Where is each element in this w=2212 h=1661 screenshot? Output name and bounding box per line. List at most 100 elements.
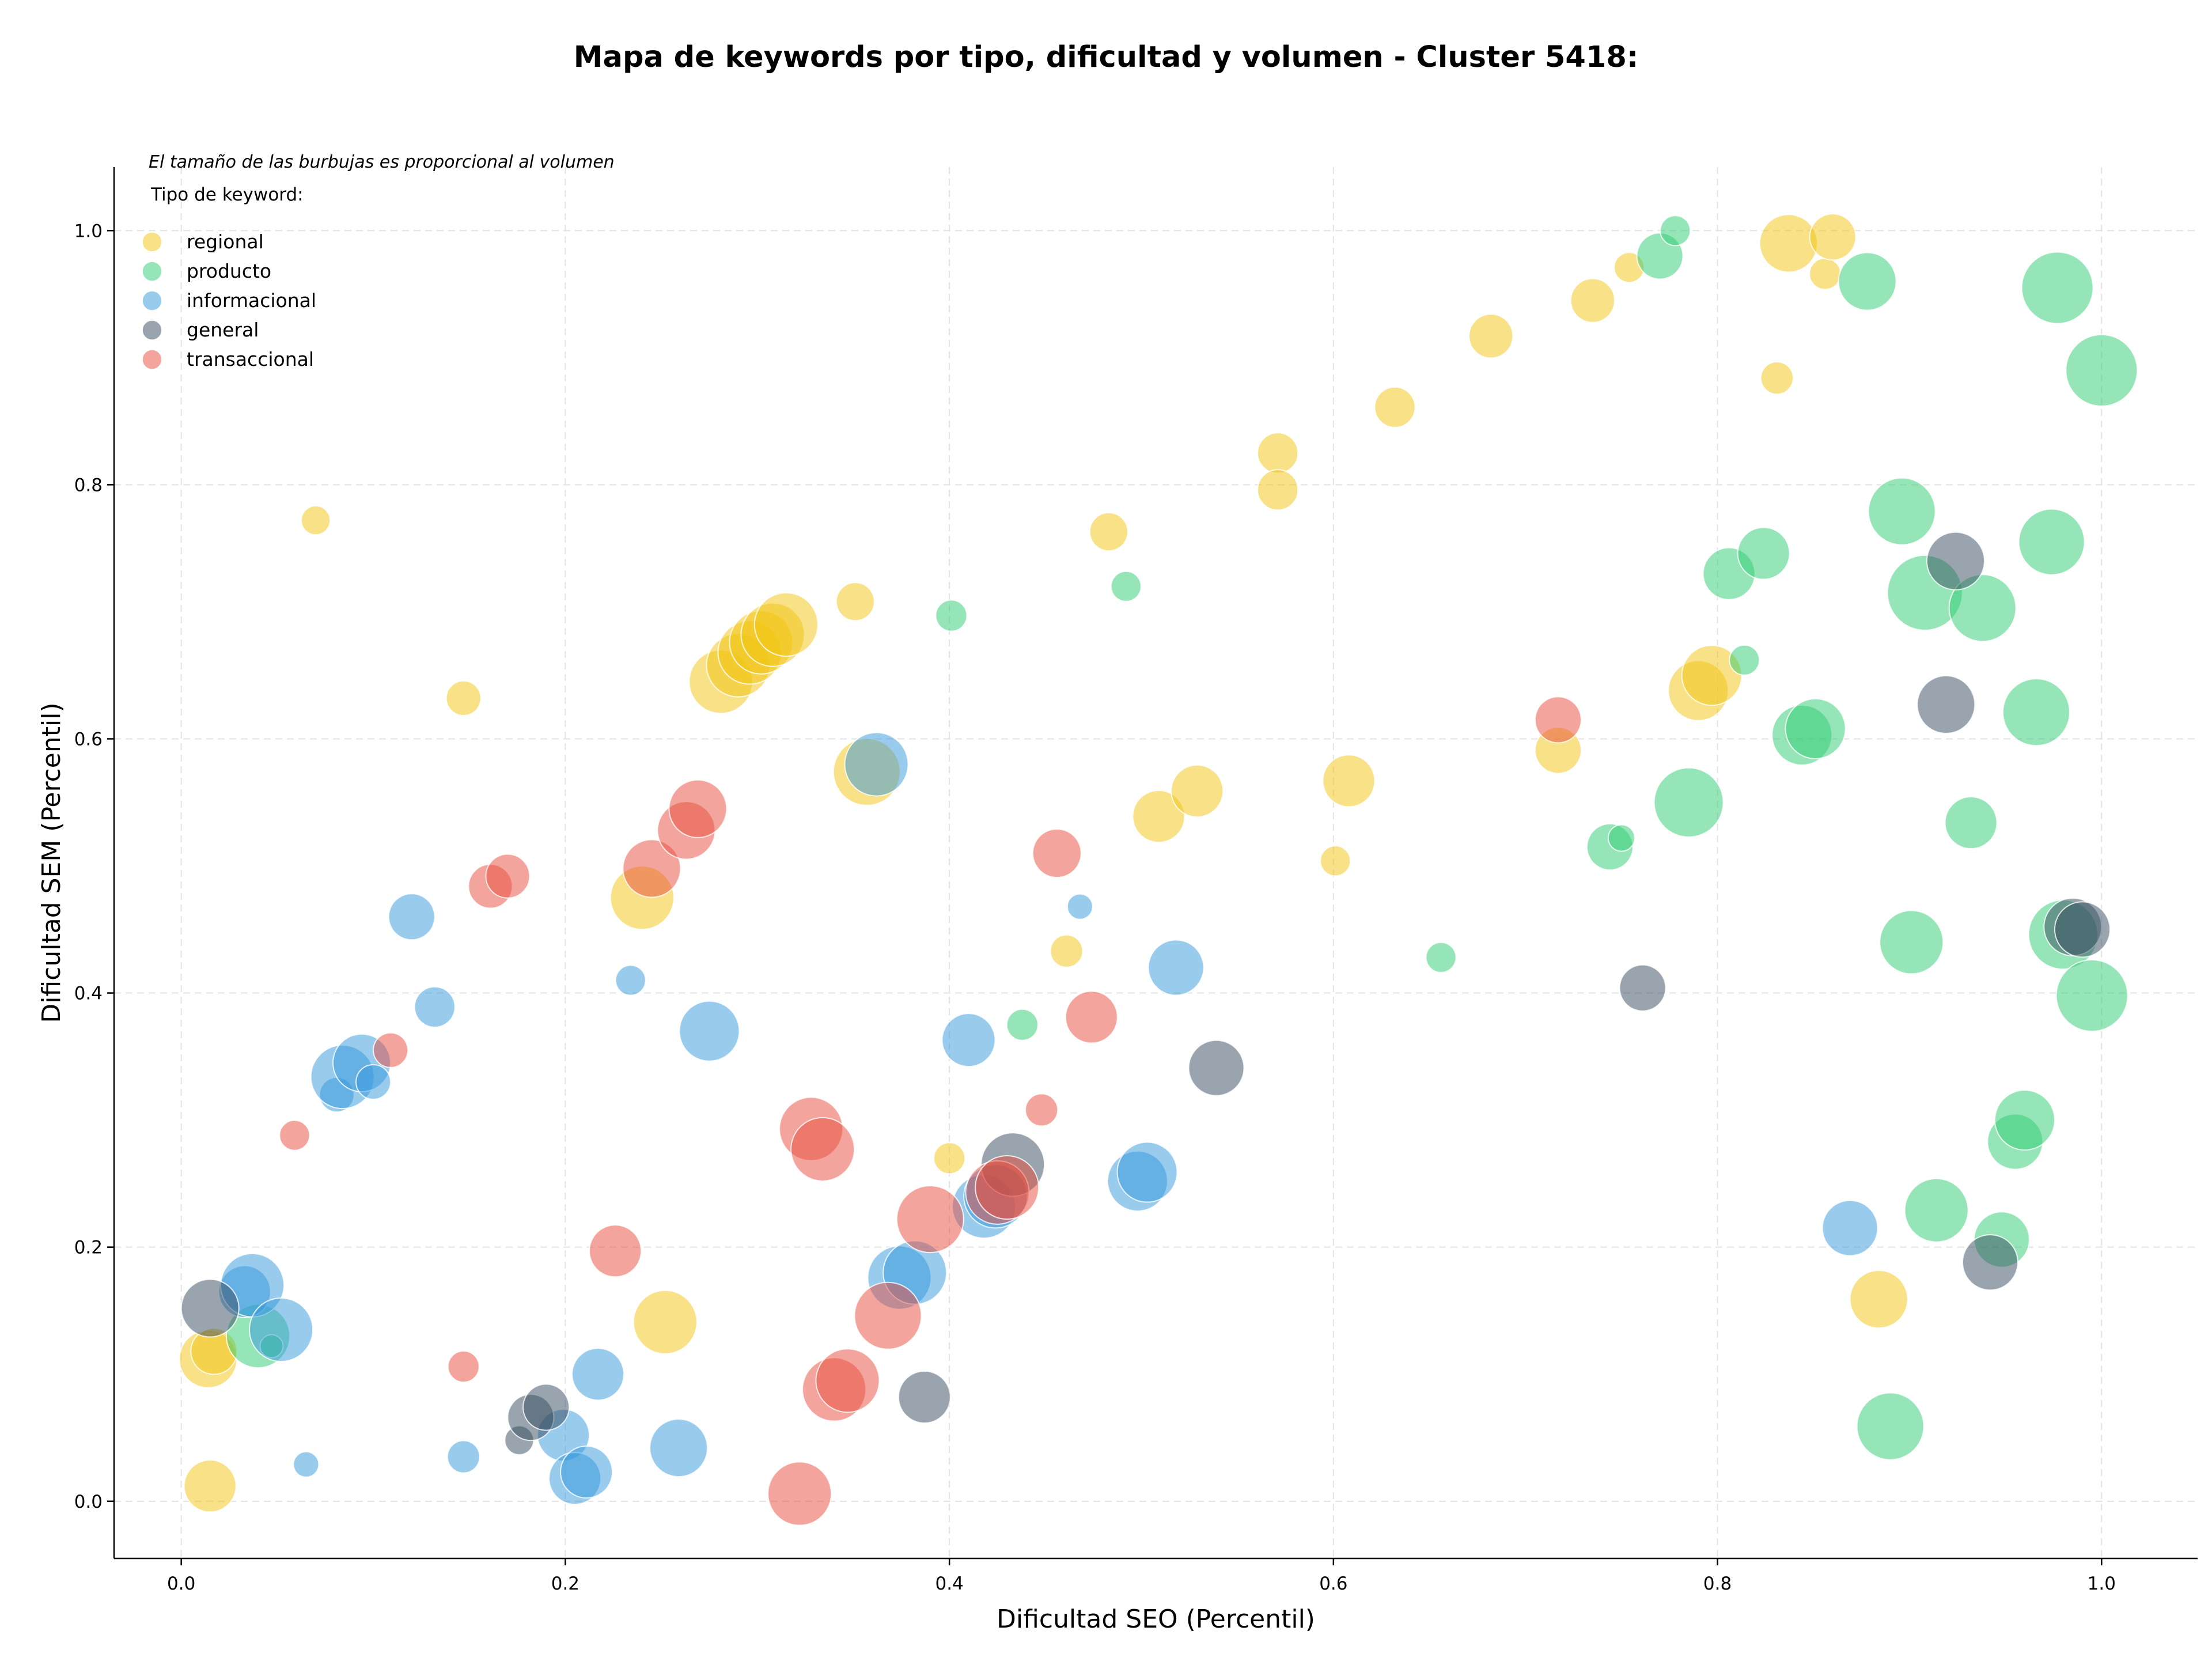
x-tick-label: 0.6 [1319,1573,1347,1594]
bubble-regional [1132,790,1185,843]
bubble-regional [632,1289,698,1354]
bubble-general [522,1383,570,1431]
bubble-transaccional [622,839,681,898]
bubble-informacional [446,1440,480,1474]
bubble-transaccional [790,1117,855,1182]
bubble-transaccional [1025,1093,1059,1127]
bubble-regional [1760,361,1794,395]
legend-marker-regional [142,232,162,252]
legend-marker-general [142,320,162,340]
bubble-regional [835,582,875,622]
bubble-transaccional [767,1461,832,1526]
bubble-informacional [1147,939,1205,996]
legend-label-transaccional: transaccional [187,348,314,370]
bubble-producto [2055,959,2128,1032]
bubble-producto [1879,910,1944,975]
y-axis-label: Dificultad SEM (Percentil) [37,702,66,1023]
chart-title: Mapa de keywords por tipo, dificultad y … [573,40,1639,74]
bubble-regional [1089,512,1128,551]
bubble-general [180,1278,240,1338]
bubble-general [1926,531,1985,591]
legend-marker-transaccional [142,349,162,370]
bubble-general [2054,901,2111,958]
bubble-regional [1570,278,1615,323]
bubble-informacional [679,1000,740,1062]
bubble-transaccional [589,1224,642,1278]
y-tick-label: 0.6 [74,729,103,750]
bubble-producto [1653,767,1724,838]
bubble-transaccional [485,853,531,899]
size-annotation: El tamaño de las burbujas es proporciona… [149,152,615,172]
bubble-regional [1759,214,1818,273]
bubble-informacional [941,1013,996,1068]
bubble-general [1916,675,1976,734]
bubble-producto [1425,941,1457,973]
bubble-producto [1838,252,1897,311]
legend-label-regional: regional [187,230,264,253]
bubble-producto [1994,1089,2055,1151]
y-tick-label: 0.0 [74,1492,103,1512]
legend: Tipo de keyword: regional producto informa… [142,184,316,370]
bubble-transaccional [279,1119,310,1151]
bubble-producto [1868,477,1936,546]
bubble-regional [1320,845,1351,877]
legend-label-general: general [187,319,259,341]
bubble-transaccional [447,1350,480,1383]
legend-marker-informacional [142,290,162,311]
bubble-general [1961,1234,2018,1291]
bubble-producto [1660,215,1691,247]
bubble-informacional [1116,1141,1178,1203]
bubble-producto [1856,1392,1925,1461]
bubble-transaccional [815,1348,880,1413]
bubble-producto [1729,644,1760,676]
x-axis-label: Dificultad SEO (Percentil) [997,1605,1315,1634]
bubble-producto [1737,527,1790,580]
bubble-producto [2065,334,2138,407]
legend-title: Tipo de keyword: [150,184,304,205]
bubble-producto [1006,1008,1039,1041]
x-tick-label: 0.4 [935,1573,963,1594]
legend-label-producto: producto [187,260,271,282]
bubble-regional [753,592,819,657]
bubble-informacional [649,1418,709,1478]
ticks: 0.0 0.2 0.4 0.6 0.8 1.0 0.0 0.2 0.4 0.6 0.8 1.0 [74,221,2116,1594]
y-tick-label: 1.0 [74,221,103,241]
bubble-transaccional [668,779,728,838]
y-tick-label: 0.2 [74,1238,103,1258]
bubble-informacional [560,1446,613,1499]
legend-marker-producto [142,261,162,282]
grid [114,167,2198,1558]
bubble-producto [1785,698,1846,759]
bubble-transaccional [854,1281,922,1350]
bubble-transaccional [373,1032,409,1068]
bubble-informacional [844,732,909,797]
bubble-regional [1849,1270,1908,1329]
bubble-general [1188,1039,1245,1096]
data-points [179,213,2138,1526]
bubble-regional [1171,764,1224,818]
bubble-informacional [388,893,435,941]
bubble-producto [1944,796,1998,850]
bubble-transaccional [896,1185,964,1254]
x-tick-label: 0.8 [1703,1573,1732,1594]
bubble-producto [2018,508,2085,576]
bubble-informacional [1066,893,1093,920]
bubble-regional [183,1459,237,1513]
bubble-regional [1257,469,1299,511]
bubble-regional [1257,432,1299,474]
bubble-regional [1322,754,1376,808]
bubble-producto [1948,574,2017,642]
bubble-regional [933,1142,966,1175]
bubble-producto [2002,678,2070,747]
bubble-producto [935,599,968,632]
bubble-regional [1809,258,1842,290]
bubble-transaccional [975,1155,1040,1220]
bubble-producto [1607,824,1635,852]
bubble-informacional [249,1297,314,1363]
bubble-informacional [1821,1200,1878,1257]
bubble-regional [1374,386,1416,428]
bubble-regional [1050,934,1084,968]
bubble-transaccional [1032,828,1082,878]
bubble-general [1619,964,1666,1012]
